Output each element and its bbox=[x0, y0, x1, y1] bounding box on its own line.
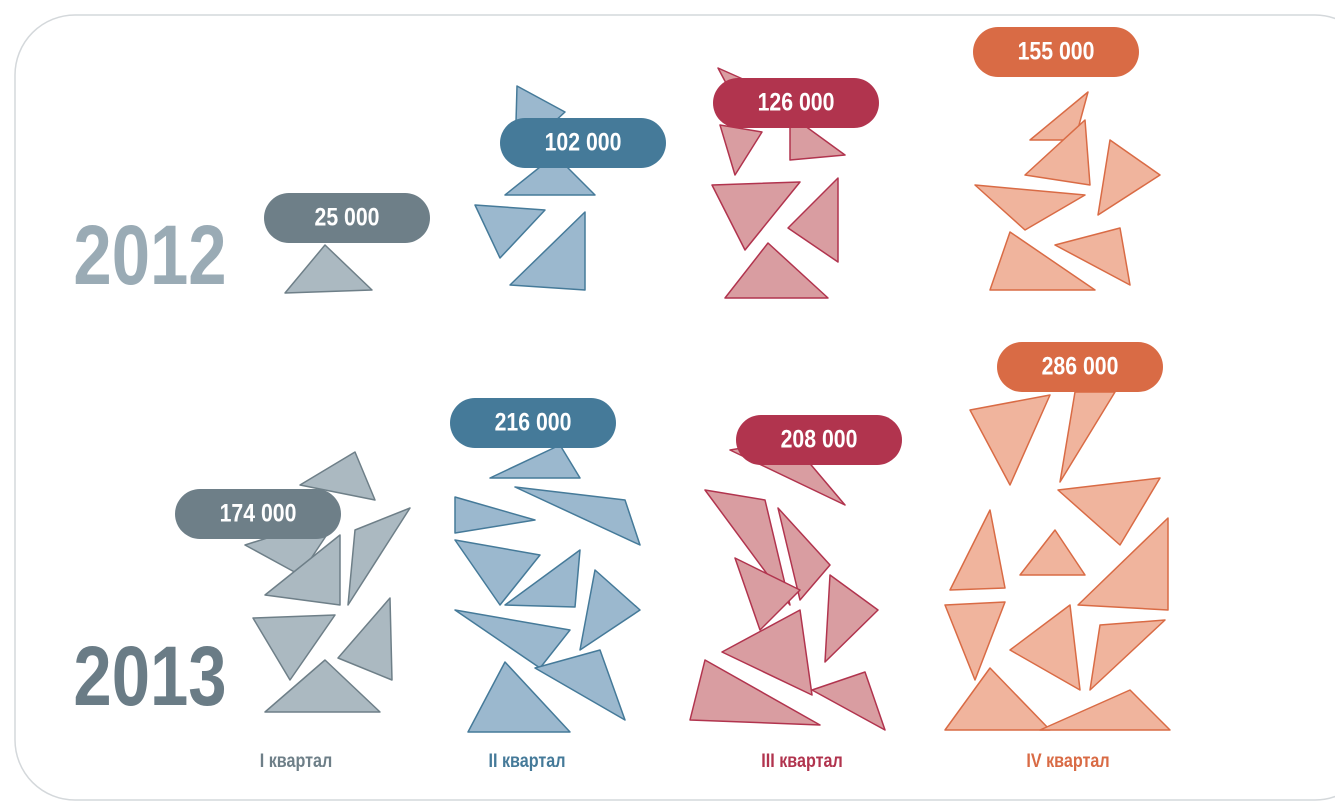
value-label: 102 000 bbox=[545, 128, 622, 156]
value-label: 286 000 bbox=[1042, 352, 1119, 380]
value-label: 126 000 bbox=[758, 88, 835, 116]
year-label: 2013 bbox=[73, 630, 226, 724]
value-label: 216 000 bbox=[495, 408, 572, 436]
year-label: 2012 bbox=[73, 209, 226, 303]
quarter-label: I квартал bbox=[260, 750, 333, 772]
value-label: 208 000 bbox=[781, 425, 858, 453]
quarter-label: III квартал bbox=[761, 750, 843, 772]
value-label: 174 000 bbox=[220, 499, 297, 527]
quarter-label: IV квартал bbox=[1026, 750, 1109, 772]
value-label: 25 000 bbox=[315, 203, 380, 231]
quarter-label: II квартал bbox=[488, 750, 565, 772]
value-label: 155 000 bbox=[1018, 37, 1095, 65]
chart: 2012 25 000 102 000 126 000 155 000 2013 174 0… bbox=[0, 0, 1335, 810]
